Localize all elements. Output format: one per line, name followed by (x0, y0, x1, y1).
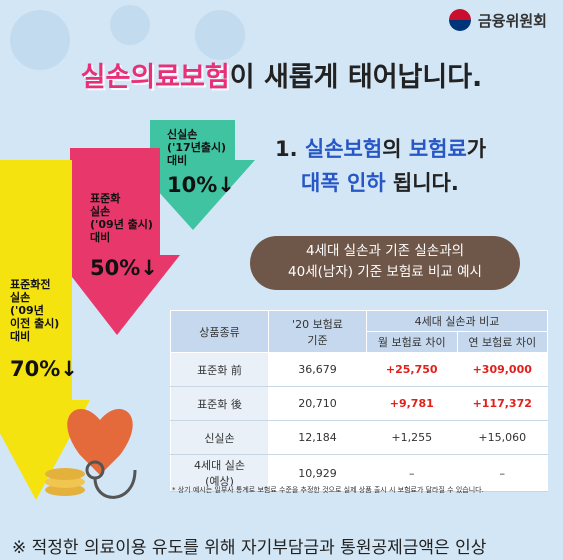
table-cell: +15,060 (456, 420, 548, 455)
arrow-line: 표준화전 (10, 278, 51, 291)
headline: 실손의료보험이 새롭게 태어납니다. (0, 55, 563, 94)
logo: 금융위원회 (448, 8, 547, 32)
arrow-rate: 10%↓ (167, 173, 235, 197)
table-cell: 신실손 (170, 420, 269, 455)
logo-mark (448, 9, 471, 31)
table-row: 신실손 12,184 +1,255 +15,060 (170, 420, 548, 455)
arrow-label: 표준화전 실손 ('09년 이전 출시) 대비 70%↓ (10, 278, 78, 381)
table-cell: +9,781 (366, 386, 458, 421)
arrow-rate: 70%↓ (10, 357, 78, 381)
table-cell: 36,679 (268, 352, 367, 387)
arrow-label: 표준화 실손 ('09년 출시) 대비 50%↓ (90, 192, 158, 280)
table-cell: 표준화 後 (170, 386, 269, 421)
arrow-rate: 50%↓ (90, 256, 158, 280)
table-cell: 표준화 前 (170, 352, 269, 387)
arrow-label: 신실손 ('17년출시) 대비 10%↓ (167, 128, 235, 197)
logo-text: 금융위원회 (477, 11, 547, 30)
arrow-line: ('09년 출시) (90, 218, 153, 231)
point-number: 1. (275, 137, 298, 161)
table-cell: +1,255 (366, 420, 458, 455)
point-text: 대폭 인하 (301, 171, 386, 195)
header-cell: 연 보험료 차이 (456, 331, 548, 353)
cell-line: 4세대 실손 (194, 459, 245, 472)
table-cell: – (456, 454, 548, 492)
table-body: 표준화 前 36,679 +25,750 +309,000 표준화 後 20,710 +9,… (170, 352, 548, 492)
arrow-line: ('09년 (10, 304, 44, 317)
arrow-line: 표준화 (90, 192, 121, 205)
point-text: 보험료 (408, 137, 467, 161)
point-text: 실손보험 (304, 137, 383, 161)
point-text: 의 (382, 137, 409, 161)
cell-line: (예상) (205, 475, 234, 488)
table-row: 4세대 실손 (예상) 10,929– – (170, 454, 548, 492)
table-cell: 20,710 (268, 386, 367, 421)
bubble: 4세대 실손과 기존 실손과의 40세(남자) 기준 보험료 비교 예시 (250, 236, 520, 290)
table-row: 표준화 後 20,710 +9,781 +117,372 (170, 386, 548, 421)
table-cell: 10,929 (268, 454, 367, 492)
table-cell: – (366, 454, 458, 492)
point: 1. 실손보험의 보험료가 대폭 인하 됩니다. (275, 132, 486, 200)
table-cell: 4세대 실손 (예상) (170, 454, 269, 492)
arrow-line: 대비 (10, 330, 31, 343)
table-cell: +25,750 (366, 352, 458, 387)
arrow-line: ('17년출시) (167, 141, 227, 154)
point-text: 됩니다. (385, 171, 459, 195)
table-cell: 12,184 (268, 420, 367, 455)
arrow-line: 대비 (167, 154, 188, 167)
headline-highlight: 실손의료보험 (80, 62, 230, 93)
header-line: '20 보험료 (292, 317, 343, 331)
table-row: 표준화 前 36,679 +25,750 +309,000 (170, 352, 548, 387)
header-cell: 4세대 실손과 비교 (366, 310, 548, 332)
arrow-line: 대비 (90, 231, 111, 244)
bubble-line: 4세대 실손과 기존 실손과의 (305, 243, 465, 259)
bubble-line: 40세(남자) 기준 보험료 비교 예시 (288, 264, 482, 280)
arrow-line: 실손 (10, 291, 31, 304)
headline-text: 이 새롭게 태어납니다. (229, 62, 483, 93)
header-cell: 월 보험료 차이 (366, 331, 458, 353)
footnote: * 상기 예시는 일부사 통계로 보험료 수준을 추정한 것으로 실제 상품 출… (172, 486, 484, 494)
bottom-note: ※ 적정한 의료이용 유도를 위해 자기부담금과 통원공제금액은 인상 (12, 538, 487, 558)
table-cell: +117,372 (456, 386, 548, 421)
arrow-line: 신실손 (167, 128, 198, 141)
arrow-line: 이전 출시) (10, 317, 60, 330)
table-cell: +309,000 (456, 352, 548, 387)
point-text: 가 (466, 137, 487, 161)
header-cell: 상품종류 (170, 310, 269, 353)
header-line: 기준 (307, 333, 328, 347)
arrow-line: 실손 (90, 205, 111, 218)
